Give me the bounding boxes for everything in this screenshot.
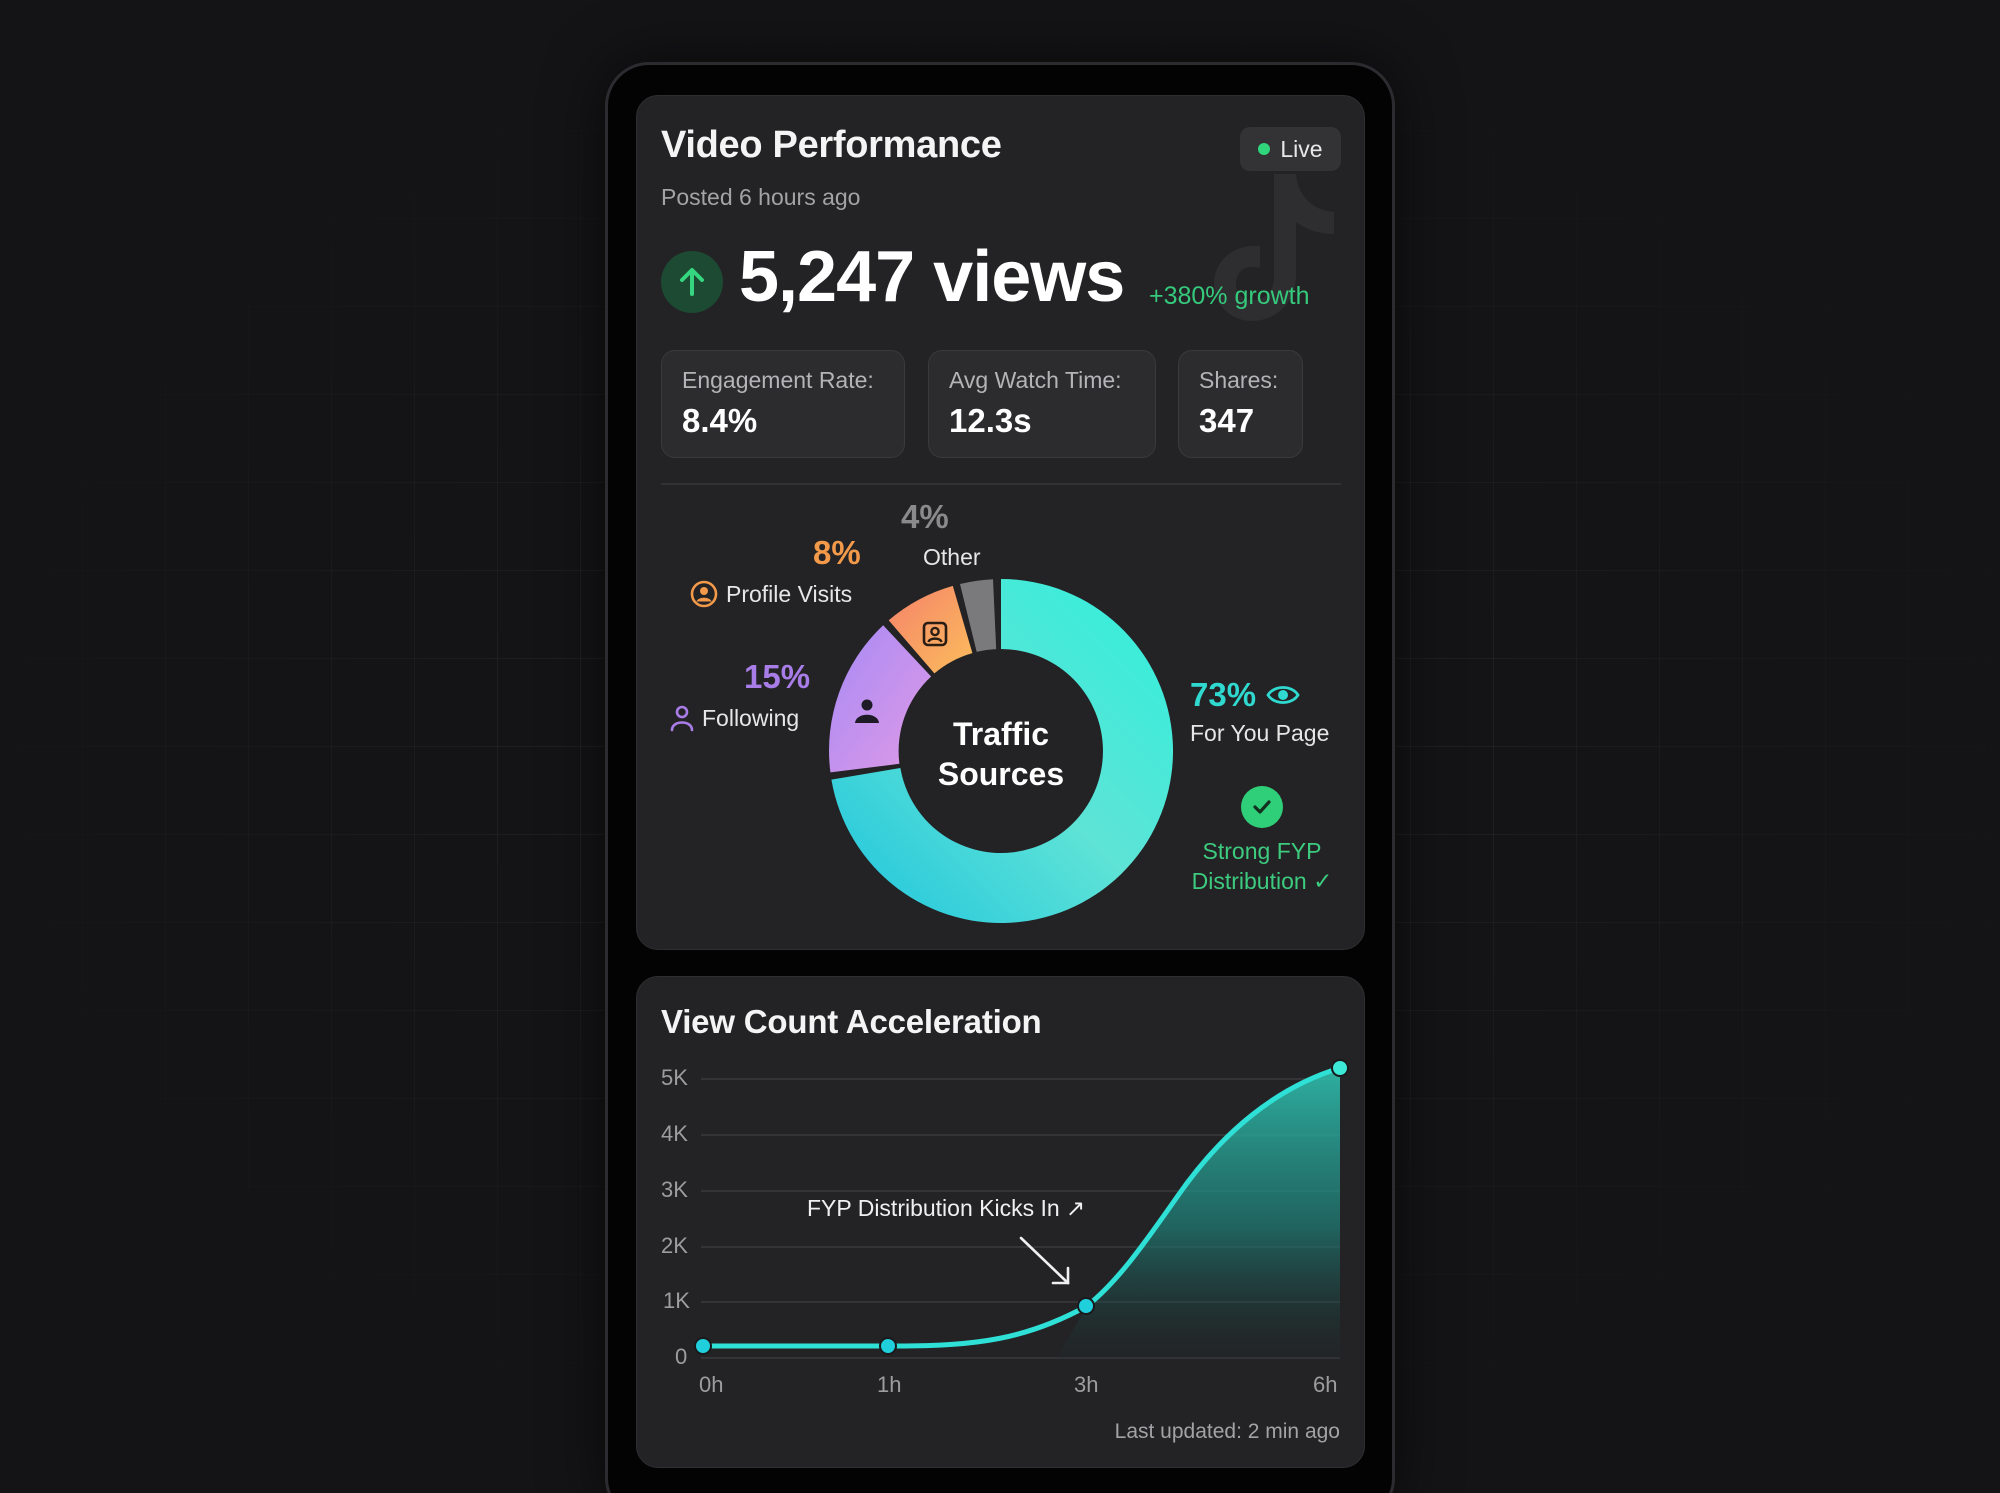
y-tick: 2K xyxy=(661,1233,688,1258)
data-points xyxy=(694,1059,1349,1355)
legend-for-you-page-label: For You Page xyxy=(1190,720,1330,746)
view-count: 5,247 views xyxy=(739,237,1125,317)
growth-indicator: +380% growth xyxy=(1149,282,1310,310)
fyp-status-line1: Strong FYP xyxy=(1202,838,1322,864)
chart-annotation: FYP Distribution Kicks In ↗ xyxy=(807,1195,1086,1221)
legend-pct: 4% xyxy=(901,498,949,535)
tiktok-logo-icon xyxy=(1214,174,1334,321)
stat-label: Shares: xyxy=(1199,367,1279,393)
live-dot-icon xyxy=(1258,143,1271,155)
chart-title: View Count Acceleration xyxy=(661,1003,1042,1040)
trend-up-icon xyxy=(661,251,723,313)
y-tick: 4K xyxy=(661,1121,688,1146)
view-line xyxy=(700,1065,1343,1349)
view-count-chart[interactable] xyxy=(637,977,1365,1468)
x-tick: 6h xyxy=(1313,1372,1338,1397)
check-circle-icon xyxy=(1241,786,1283,828)
legend-label: Profile Visits xyxy=(726,580,853,607)
x-tick: 0h xyxy=(699,1372,724,1397)
page-title: Video Performance xyxy=(661,124,1002,166)
y-tick: 5K xyxy=(661,1065,688,1090)
legend-pct: 15% xyxy=(744,658,811,695)
following-person-icon xyxy=(855,699,879,723)
posted-time: Posted 6 hours ago xyxy=(661,184,861,210)
stat-value: 8.4% xyxy=(682,402,758,439)
live-badge[interactable]: Live xyxy=(1240,127,1341,171)
segment-following xyxy=(829,625,932,773)
legend-profile-visits: 8% xyxy=(813,534,861,572)
legend-profile-visits-label: Profile Visits xyxy=(690,580,852,608)
legend-pct: 8% xyxy=(813,534,861,571)
eye-icon xyxy=(1266,686,1300,704)
donut-center-line1: Traffic xyxy=(952,716,1050,752)
legend-other: 4% xyxy=(901,498,949,536)
fyp-status-line2: Distribution ✓ xyxy=(1191,868,1333,894)
profile-card-icon xyxy=(922,621,948,647)
segment-for-you-page xyxy=(831,579,1173,923)
legend-following: 15% xyxy=(744,658,810,696)
stat-label: Engagement Rate: xyxy=(682,367,874,393)
profile-circle-icon xyxy=(690,580,718,608)
person-outline-icon xyxy=(670,705,694,732)
legend-following-label: Following xyxy=(670,704,799,732)
y-tick: 0 xyxy=(675,1344,688,1369)
stat-value: 347 xyxy=(1199,402,1255,439)
legend-other-label: Other xyxy=(923,544,981,570)
annotation-arrow-icon xyxy=(1019,1236,1070,1285)
legend-label: Following xyxy=(702,704,800,731)
x-tick: 1h xyxy=(877,1372,902,1397)
view-acceleration-card: View Count Acceleration xyxy=(636,976,1365,1468)
legend-pct: 73% xyxy=(1190,676,1257,713)
area-fill xyxy=(1057,1068,1340,1358)
section-divider xyxy=(661,483,1341,485)
stat-value: 12.3s xyxy=(949,402,1032,439)
donut-center-label: Traffic Sources xyxy=(899,714,1103,794)
stat-shares[interactable]: Shares: 347 xyxy=(1178,350,1303,458)
traffic-sources-donut[interactable] xyxy=(829,579,1173,923)
last-updated: Last updated: 2 min ago xyxy=(1114,1420,1340,1443)
stat-label: Avg Watch Time: xyxy=(949,367,1122,393)
live-label: Live xyxy=(1280,135,1323,162)
video-performance-card: Video Performance Posted 6 hours ago Liv… xyxy=(636,95,1365,950)
donut-center-line2: Sources xyxy=(937,756,1065,792)
segment-profile-visits xyxy=(888,585,973,674)
fyp-distribution-status: Strong FYP Distribution ✓ xyxy=(1182,836,1342,896)
stat-engagement-rate[interactable]: Engagement Rate: 8.4% xyxy=(661,350,905,458)
segment-other xyxy=(960,579,997,652)
y-tick: 1K xyxy=(663,1288,690,1313)
x-tick: 3h xyxy=(1074,1372,1099,1397)
y-tick: 3K xyxy=(661,1177,688,1202)
legend-for-you-page: 73% xyxy=(1190,676,1300,714)
stat-avg-watch-time[interactable]: Avg Watch Time: 12.3s xyxy=(928,350,1156,458)
